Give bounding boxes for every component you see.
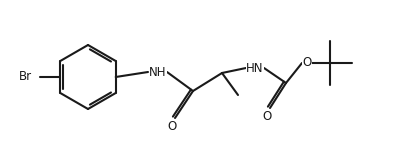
Text: O: O xyxy=(302,57,312,69)
Text: NH: NH xyxy=(149,66,167,78)
Text: Br: Br xyxy=(19,71,32,84)
Text: HN: HN xyxy=(246,62,264,75)
Text: O: O xyxy=(168,120,177,133)
Text: O: O xyxy=(262,111,271,124)
